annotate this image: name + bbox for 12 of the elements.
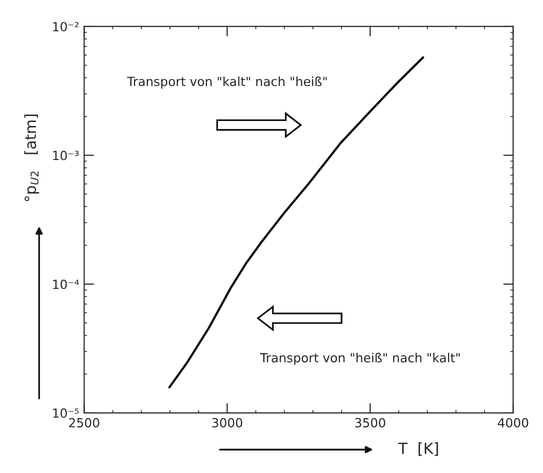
annotation: Transport von "kalt" nach "heiß": [127, 76, 327, 89]
y-tick-label: 10⁻⁵: [53, 408, 79, 418]
text: °p$_{U2}$ [atm]: [24, 114, 40, 202]
y-tick-label: 10⁻³: [53, 150, 79, 160]
x-tick-label: 2500: [69, 418, 100, 428]
x-axis-title: T [K]: [398, 442, 438, 456]
y-tick-label: 10⁻⁴: [53, 280, 79, 290]
y-tick-label: 10⁻²: [53, 22, 79, 32]
x-tick-label: 4000: [498, 418, 528, 428]
x-tick-label: 3000: [212, 418, 242, 428]
annotation: Transport von "heiß" nach "kalt": [260, 352, 460, 365]
x-tick-label: 3500: [355, 418, 386, 428]
